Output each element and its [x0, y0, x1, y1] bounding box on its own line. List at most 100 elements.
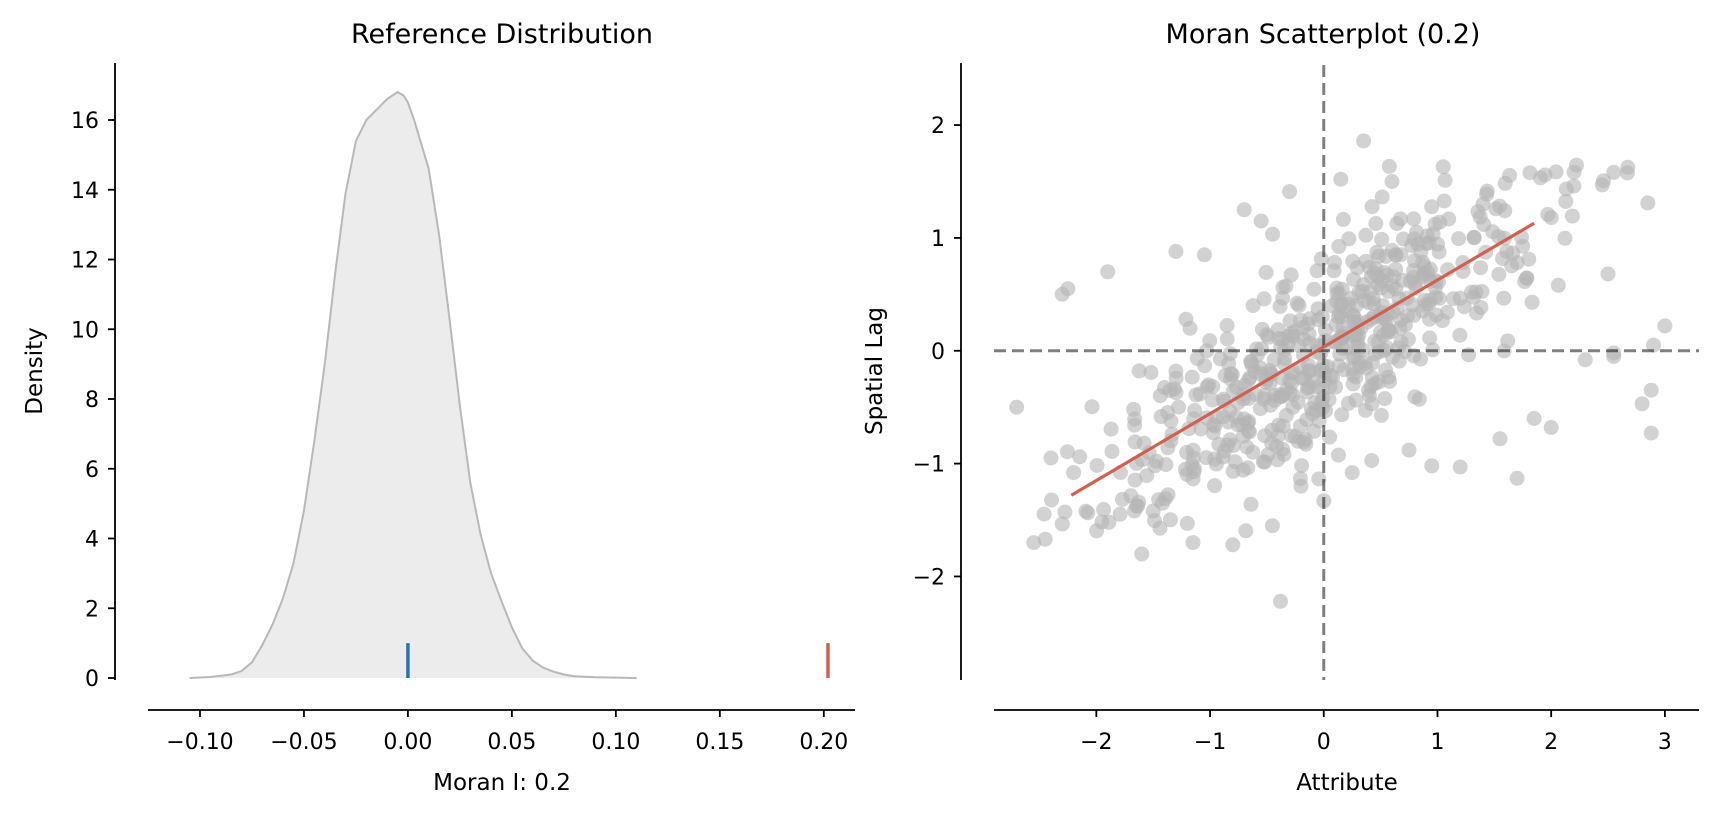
scatter-point — [1279, 382, 1295, 397]
right-x-tick-label: −1 — [1194, 730, 1226, 755]
left-x-tick-label: −0.10 — [166, 730, 233, 755]
scatter-point — [1364, 453, 1380, 468]
scatter-point — [1089, 458, 1105, 473]
scatter-point — [1253, 213, 1269, 229]
scatter-point — [1225, 537, 1241, 553]
scatter-point — [1348, 316, 1364, 332]
scatter-point — [1451, 231, 1467, 247]
scatter-point — [1374, 231, 1390, 247]
scatter-point — [1384, 174, 1400, 189]
scatter-point — [1522, 165, 1538, 181]
scatter-point — [1145, 503, 1161, 519]
scatter-point — [1205, 392, 1220, 408]
scatter-point — [1258, 264, 1274, 280]
right-y-tick-label: 2 — [931, 114, 945, 139]
scatter-point — [1452, 459, 1468, 475]
scatter-point — [1267, 388, 1283, 403]
scatter-point — [1298, 436, 1314, 452]
left-x-tick-label: 0.10 — [591, 730, 640, 755]
scatter-point — [1322, 429, 1338, 445]
reference-distribution-panel: Reference Distribution 0 2 4 6 8 10 12 14 16 −0.… — [22, 19, 855, 796]
left-y-tick-label: 8 — [85, 388, 99, 413]
scatter-point — [1229, 379, 1245, 395]
scatter-point — [1192, 386, 1208, 402]
scatter-point — [1424, 199, 1440, 215]
scatter-point — [1566, 164, 1582, 180]
scatter-point — [1163, 413, 1179, 429]
scatter-point — [1026, 535, 1042, 551]
scatter-point — [1328, 317, 1344, 333]
left-x-label: Moran I: 0.2 — [433, 770, 571, 796]
left-y-tick-label: 16 — [71, 109, 99, 134]
scatter-point — [1452, 327, 1468, 343]
scatter-point — [1227, 454, 1243, 470]
scatter-point — [1543, 210, 1559, 226]
scatter-point — [1196, 247, 1212, 263]
scatter-point — [1543, 420, 1559, 435]
scatter-point — [1054, 516, 1070, 532]
scatter-point — [1524, 294, 1540, 310]
scatter-point — [1416, 258, 1432, 274]
scatter-points — [1009, 133, 1673, 609]
scatter-point — [1373, 280, 1389, 296]
scatter-point — [1057, 504, 1073, 520]
scatter-point — [1236, 202, 1252, 218]
scatter-point — [1373, 407, 1389, 423]
scatter-point — [1131, 363, 1147, 379]
scatter-point — [1401, 442, 1417, 458]
left-y-tick-label: 10 — [71, 318, 99, 343]
scatter-point — [1509, 255, 1525, 271]
scatter-point — [1072, 449, 1088, 465]
scatter-point — [1368, 216, 1384, 231]
scatter-point — [1134, 546, 1150, 562]
scatter-point — [1333, 171, 1349, 187]
scatter-point — [1291, 297, 1307, 313]
scatter-point — [1254, 321, 1270, 337]
right-x-tick-label: −2 — [1080, 730, 1112, 755]
scatter-point — [1400, 331, 1416, 347]
left-title: Reference Distribution — [351, 19, 653, 50]
left-plot-area — [189, 90, 830, 679]
scatter-point — [1566, 178, 1582, 194]
right-plot-area — [994, 65, 1699, 680]
scatter-point — [1557, 230, 1573, 246]
scatter-point — [1335, 211, 1351, 227]
scatter-point — [1377, 391, 1393, 407]
scatter-point — [1357, 355, 1373, 371]
scatter-point — [1594, 177, 1610, 193]
scatter-point — [1278, 278, 1294, 294]
scatter-point — [1101, 514, 1117, 530]
scatter-point — [1163, 512, 1178, 528]
scatter-point — [1245, 444, 1261, 460]
scatter-point — [1488, 201, 1504, 217]
scatter-point — [1346, 349, 1362, 365]
scatter-point — [1537, 167, 1553, 183]
left-y-label: Density — [22, 327, 48, 414]
scatter-point — [1293, 478, 1309, 494]
scatter-point — [1160, 440, 1176, 456]
scatter-point — [1128, 498, 1144, 514]
right-y-tick-label: −2 — [913, 565, 945, 590]
scatter-point — [1657, 318, 1673, 334]
scatter-point — [1287, 323, 1303, 339]
scatter-point — [1219, 318, 1235, 333]
scatter-point — [1435, 159, 1451, 175]
scatter-point — [1499, 244, 1515, 260]
scatter-point — [1368, 261, 1384, 277]
scatter-point — [1475, 196, 1491, 212]
scatter-point — [1634, 396, 1650, 412]
scatter-point — [1341, 231, 1357, 247]
scatter-point — [1469, 305, 1485, 321]
left-x-tick-label: 0.00 — [383, 730, 432, 755]
scatter-point — [1496, 290, 1512, 306]
scatter-point — [1371, 248, 1387, 264]
scatter-point — [1219, 331, 1235, 347]
scatter-point — [1147, 458, 1163, 474]
scatter-point — [1277, 351, 1293, 367]
scatter-point — [1437, 172, 1453, 188]
scatter-point — [1456, 299, 1472, 315]
scatter-point — [1185, 535, 1201, 551]
scatter-point — [1127, 472, 1143, 488]
scatter-point — [1143, 365, 1159, 380]
scatter-point — [1558, 193, 1574, 209]
